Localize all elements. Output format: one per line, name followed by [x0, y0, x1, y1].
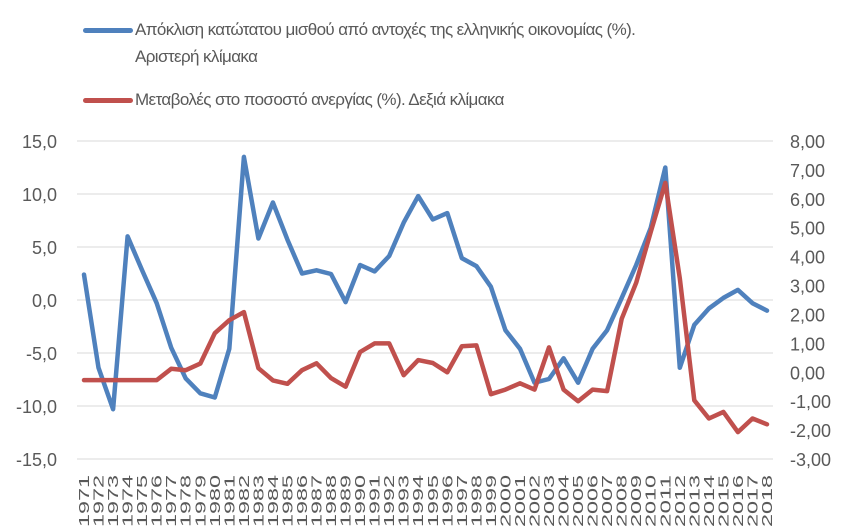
x-axis-tick-label: 1981: [221, 475, 238, 527]
x-axis-tick-label: 1975: [134, 475, 151, 527]
x-axis-tick-label: 1999: [483, 475, 500, 527]
x-axis-tick-label: 2015: [715, 475, 732, 527]
x-axis: 1971197219731974197519761977197819791980…: [76, 475, 776, 527]
x-axis-tick-label: 1997: [454, 475, 471, 527]
x-axis-tick-label: 2007: [599, 475, 616, 527]
x-axis-tick-label: 1974: [120, 475, 137, 527]
x-axis-tick-label: 1998: [468, 475, 485, 527]
x-axis-tick-label: 2005: [570, 475, 587, 527]
x-axis-tick-label: 1980: [207, 475, 224, 527]
left-axis-tick-label: 15,0: [22, 132, 57, 152]
right-axis-tick-label: 5,00: [790, 219, 825, 239]
right-axis-tick-label: -2,00: [790, 421, 831, 441]
x-axis-tick-label: 1971: [76, 475, 93, 527]
legend-label-scale: Αριστερή κλίμακα: [135, 47, 258, 66]
left-axis-tick-label: -10,0: [16, 397, 57, 417]
x-axis-tick-label: 2000: [497, 475, 514, 527]
legend-label: Απόκλιση κατώτατου μισθού από αντοχές τη…: [135, 20, 636, 39]
x-axis-tick-label: 1979: [192, 475, 209, 527]
right-axis-tick-label: 2,00: [790, 305, 825, 325]
x-axis-tick-label: 1973: [105, 475, 122, 527]
x-axis-tick-label: 1987: [309, 475, 326, 527]
legend-label: Μεταβολές στο ποσοστό ανεργίας (%). Δεξι…: [135, 90, 505, 109]
left-y-axis: 15,0 10,0 5,0 0,0 -5,0 -10,0 -15,0: [16, 132, 57, 470]
left-axis-tick-label: 10,0: [22, 185, 57, 205]
right-y-axis: 8,00 7,00 6,00 5,00 4,00 3,00 2,00 1,00 0,00 -1,0…: [790, 132, 831, 470]
x-axis-tick-label: 2018: [759, 475, 776, 527]
gridlines: [77, 140, 773, 460]
right-axis-tick-label: 8,00: [790, 132, 825, 152]
right-axis-tick-label: 6,00: [790, 190, 825, 210]
x-axis-tick-label: 2011: [657, 475, 674, 527]
x-axis-tick-label: 1982: [236, 475, 253, 527]
x-axis-tick-label: 2012: [672, 475, 689, 527]
x-axis-tick-label: 2001: [512, 475, 529, 527]
x-axis-tick-label: 1972: [91, 475, 108, 527]
right-axis-tick-label: 0,00: [790, 363, 825, 383]
x-axis-tick-label: 1993: [396, 475, 413, 527]
x-axis-tick-label: 1996: [439, 475, 456, 527]
x-axis-tick-label: 1977: [163, 475, 180, 527]
x-axis-tick-label: 2013: [686, 475, 703, 527]
series-lines: [81, 154, 770, 435]
x-axis-tick-label: 1988: [323, 475, 340, 527]
legend-swatch-red: [83, 98, 133, 103]
x-axis-tick-label: 2017: [744, 475, 761, 527]
x-axis-tick-label: 2004: [556, 475, 573, 527]
x-axis-tick-label: 2003: [541, 475, 558, 527]
x-axis-tick-label: 1978: [178, 475, 195, 527]
right-axis-tick-label: -3,00: [790, 450, 831, 470]
x-axis-tick-label: 2010: [643, 475, 660, 527]
right-axis-tick-label: 3,00: [790, 277, 825, 297]
right-axis-tick-label: 1,00: [790, 334, 825, 354]
x-axis-tick-label: 1983: [250, 475, 267, 527]
x-axis-tick-label: 1992: [381, 475, 398, 527]
x-axis-tick-label: 1991: [367, 475, 384, 527]
x-axis-tick-label: 2016: [730, 475, 747, 527]
x-axis-tick-label: 2002: [526, 475, 543, 527]
right-axis-tick-label: 4,00: [790, 248, 825, 268]
x-axis-tick-label: 1989: [338, 475, 355, 527]
x-axis-tick-label: 1990: [352, 475, 369, 527]
x-axis-tick-label: 1986: [294, 475, 311, 527]
right-axis-tick-label: -1,00: [790, 392, 831, 412]
x-axis-tick-label: 2014: [701, 475, 718, 527]
x-axis-tick-label: 1984: [265, 475, 282, 527]
x-axis-tick-label: 1994: [410, 475, 427, 527]
x-axis-tick-label: 2008: [614, 475, 631, 527]
right-axis-tick-label: 7,00: [790, 161, 825, 181]
x-axis-tick-label: 1985: [279, 475, 296, 527]
left-axis-tick-label: 5,0: [32, 238, 57, 258]
left-axis-tick-label: -15,0: [16, 450, 57, 470]
left-axis-tick-label: 0,0: [32, 291, 57, 311]
unemployment-change-line: [81, 180, 770, 435]
x-axis-tick-label: 1976: [149, 475, 166, 527]
x-axis-tick-label: 2009: [628, 475, 645, 527]
x-axis-tick-label: 1995: [425, 475, 442, 527]
left-axis-tick-label: -5,0: [26, 344, 57, 364]
legend-swatch-blue: [83, 28, 133, 33]
x-axis-tick-label: 2006: [585, 475, 602, 527]
